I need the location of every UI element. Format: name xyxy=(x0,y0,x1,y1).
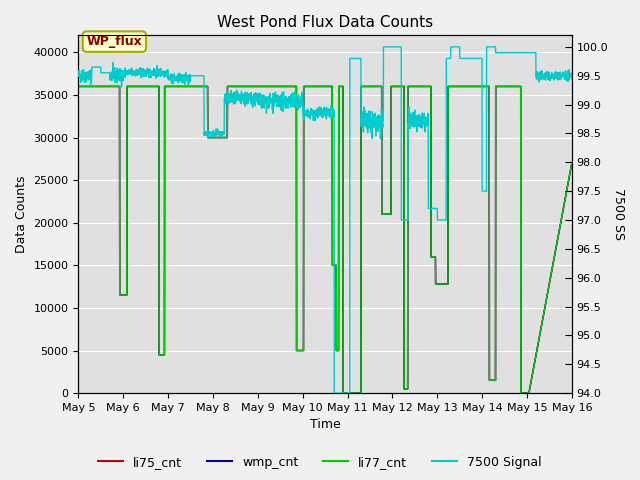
Legend: li75_cnt, wmp_cnt, li77_cnt, 7500 Signal: li75_cnt, wmp_cnt, li77_cnt, 7500 Signal xyxy=(93,451,547,474)
Y-axis label: Data Counts: Data Counts xyxy=(15,176,28,253)
Text: WP_flux: WP_flux xyxy=(86,35,142,48)
Y-axis label: 7500 SS: 7500 SS xyxy=(612,188,625,240)
X-axis label: Time: Time xyxy=(310,419,340,432)
Title: West Pond Flux Data Counts: West Pond Flux Data Counts xyxy=(217,15,433,30)
